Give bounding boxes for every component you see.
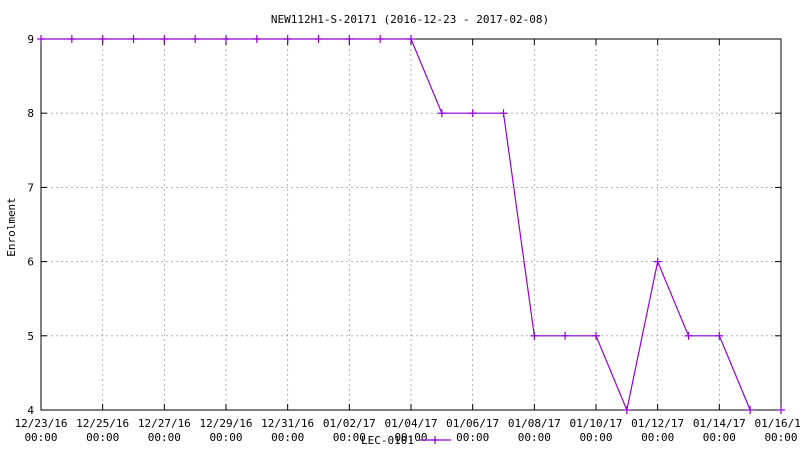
x-tick-label-date: 12/27/16 — [138, 417, 191, 430]
data-point — [345, 35, 354, 43]
grid — [41, 39, 781, 410]
data-point — [129, 35, 138, 43]
data-point — [67, 35, 76, 43]
data-point — [468, 109, 477, 118]
data-point — [191, 35, 200, 43]
x-tick-label-date: 01/16/17 — [755, 417, 800, 430]
x-tick-label-date: 12/23/16 — [15, 417, 68, 430]
data-point — [98, 35, 107, 43]
x-tick-label-time: 00:00 — [209, 431, 242, 444]
legend: LEC-0101 — [361, 434, 451, 447]
x-tick-label-time: 00:00 — [518, 431, 551, 444]
data-point — [37, 35, 45, 43]
y-tick-label: 6 — [27, 256, 34, 269]
series-markers — [37, 35, 785, 414]
y-axis-label: Enrolment — [5, 197, 18, 257]
x-tick-label-date: 01/02/17 — [323, 417, 376, 430]
data-point — [746, 406, 755, 414]
x-tick-labels: 12/23/1600:0012/25/1600:0012/27/1600:001… — [15, 417, 800, 444]
data-point — [252, 35, 261, 43]
data-point — [653, 257, 662, 266]
series-polyline — [41, 38, 751, 413]
x-tick-label-time: 00:00 — [641, 431, 674, 444]
x-tick-label-time: 00:00 — [148, 431, 181, 444]
x-tick-label-date: 12/31/16 — [261, 417, 314, 430]
data-point — [407, 35, 415, 43]
x-tick-label-date: 12/25/16 — [76, 417, 129, 430]
x-tick-label-time: 00:00 — [764, 431, 797, 444]
y-tick-label: 8 — [27, 107, 34, 120]
x-tick-label-time: 00:00 — [271, 431, 304, 444]
y-tick-labels: 4 5 6 7 8 9 — [27, 33, 34, 417]
x-tick-label-date: 01/12/17 — [631, 417, 684, 430]
x-tick-label-time: 00:00 — [333, 431, 366, 444]
x-tick-label-time: 00:00 — [579, 431, 612, 444]
data-point — [499, 109, 508, 118]
x-tick-label-time: 00:00 — [703, 431, 736, 444]
x-tick-label-time: 00:00 — [394, 431, 427, 444]
x-tick-label-date: 01/08/17 — [508, 417, 561, 430]
x-tick-label-time: 00:00 — [456, 431, 489, 444]
x-tick-label-date: 01/04/17 — [385, 417, 438, 430]
x-tick-label-date: 12/29/16 — [200, 417, 253, 430]
y-tick-label: 7 — [27, 181, 34, 194]
x-tick-label-date: 01/10/17 — [570, 417, 623, 430]
data-point — [376, 35, 385, 43]
y-tick-label: 4 — [27, 404, 34, 417]
data-point — [283, 35, 292, 43]
series-line — [41, 38, 751, 413]
data-point — [561, 331, 570, 340]
chart-title: NEW112H1-S-20171 (2016-12-23 - 2017-02-0… — [271, 13, 549, 26]
y-tick-label: 9 — [27, 33, 34, 46]
data-point — [715, 331, 724, 340]
x-tick-label-date: 01/06/17 — [446, 417, 499, 430]
data-point — [530, 331, 539, 340]
data-point — [684, 331, 693, 340]
legend-label: LEC-0101 — [361, 434, 414, 447]
data-point — [592, 331, 600, 340]
data-point — [777, 406, 785, 414]
data-point — [222, 35, 230, 43]
y-tick-label: 5 — [27, 330, 34, 343]
x-tick-label-date: 01/14/17 — [693, 417, 746, 430]
data-point — [437, 109, 446, 118]
x-tick-label-time: 00:00 — [24, 431, 57, 444]
data-point — [314, 35, 323, 43]
data-point — [160, 35, 169, 43]
x-tick-label-time: 00:00 — [86, 431, 119, 444]
data-point — [622, 406, 631, 414]
